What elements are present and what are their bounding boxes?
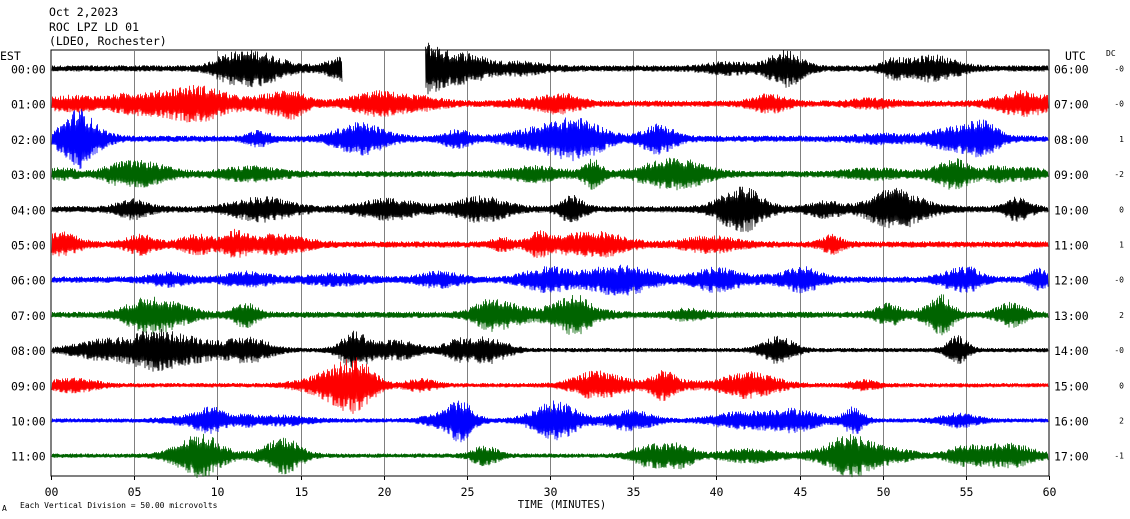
utc-label: 10:00 — [1054, 203, 1089, 217]
station-location: (LDEO, Rochester) — [49, 34, 167, 48]
trace-0300 — [51, 157, 1049, 191]
trace-0900 — [51, 357, 1049, 414]
utc-label: 12:00 — [1054, 274, 1089, 288]
dc-label: 1 — [1119, 135, 1124, 144]
x-tick-label: 50 — [877, 485, 891, 499]
trace-0800 — [51, 328, 1049, 372]
est-label: 02:00 — [11, 133, 46, 147]
utc-label: 16:00 — [1054, 415, 1089, 429]
est-hour-labels: 00:00 01:00 02:00 03:00 04:00 05:00 06:00 07:00… — [11, 63, 46, 464]
chart-date: Oct 2,2023 — [49, 5, 118, 19]
trace-0000 — [51, 42, 1049, 95]
utc-label: 11:00 — [1054, 239, 1089, 253]
est-label: 01:00 — [11, 98, 46, 112]
est-label: 09:00 — [11, 379, 46, 393]
x-tick-label: 25 — [461, 485, 475, 499]
est-label: 04:00 — [11, 203, 46, 217]
dc-label: 0 — [1119, 381, 1124, 390]
est-axis-title: EST — [0, 49, 21, 63]
station-code: ROC LPZ LD 01 — [49, 20, 139, 34]
utc-label: 09:00 — [1054, 168, 1089, 182]
utc-label: 17:00 — [1054, 450, 1089, 464]
trace-0200 — [51, 109, 1049, 170]
trace-0500 — [51, 228, 1049, 259]
utc-label: 07:00 — [1054, 98, 1089, 112]
utc-axis-title: UTC — [1065, 49, 1086, 63]
trace-0400 — [51, 186, 1049, 233]
trace-1100 — [51, 433, 1049, 478]
scale-note: Each Vertical Division = 50.00 microvolt… — [20, 501, 218, 510]
dc-label: 2 — [1119, 417, 1124, 426]
trace-0600 — [51, 264, 1049, 296]
est-label: 03:00 — [11, 168, 46, 182]
x-tick-label: 15 — [295, 485, 309, 499]
x-axis-tick-labels: 00 05 10 15 20 25 30 35 40 45 50 55 60 — [45, 485, 1057, 499]
est-label: 05:00 — [11, 239, 46, 253]
est-label: 10:00 — [11, 415, 46, 429]
x-tick-label: 00 — [45, 485, 59, 499]
x-tick-label: 45 — [794, 485, 808, 499]
utc-hour-labels: 06:00 07:00 08:00 09:00 10:00 11:00 12:00 13:00… — [1054, 63, 1089, 464]
x-tick-label: 55 — [960, 485, 974, 499]
trace-1000 — [51, 400, 1049, 443]
dc-label: 1 — [1119, 241, 1124, 250]
utc-label: 06:00 — [1054, 63, 1089, 77]
utc-label: 15:00 — [1054, 379, 1089, 393]
dc-label: -1 — [1114, 452, 1124, 461]
est-label: 00:00 — [11, 63, 46, 77]
trace-0700 — [51, 294, 1049, 336]
corner-mark: A — [2, 504, 7, 513]
utc-label: 08:00 — [1054, 133, 1089, 147]
dc-label: -2 — [1114, 170, 1124, 179]
x-tick-label: 35 — [627, 485, 641, 499]
dc-column-title: DC — [1106, 49, 1116, 58]
est-label: 06:00 — [11, 274, 46, 288]
x-tick-label: 10 — [211, 485, 225, 499]
dc-label: 2 — [1119, 311, 1124, 320]
est-label: 11:00 — [11, 450, 46, 464]
dc-offset-labels: -0 -0 1 -2 0 1 -0 2 -0 0 2 -1 — [1114, 65, 1124, 461]
x-tick-label: 05 — [128, 485, 142, 499]
x-tick-label: 60 — [1043, 485, 1057, 499]
utc-label: 13:00 — [1054, 309, 1089, 323]
seismic-traces — [51, 42, 1049, 478]
dc-label: 0 — [1119, 205, 1124, 214]
est-label: 08:00 — [11, 344, 46, 358]
x-tick-label: 20 — [378, 485, 392, 499]
dc-label: -0 — [1114, 276, 1124, 285]
x-tick-label: 40 — [710, 485, 724, 499]
x-tick-label: 30 — [544, 485, 558, 499]
x-axis-title: TIME (MINUTES) — [518, 499, 607, 511]
dc-label: -0 — [1114, 65, 1124, 74]
est-label: 07:00 — [11, 309, 46, 323]
dc-label: -0 — [1114, 100, 1124, 109]
trace-0100 — [51, 84, 1049, 123]
dc-label: -0 — [1114, 346, 1124, 355]
utc-label: 14:00 — [1054, 344, 1089, 358]
